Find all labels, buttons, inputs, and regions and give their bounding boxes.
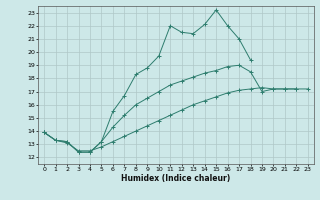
- X-axis label: Humidex (Indice chaleur): Humidex (Indice chaleur): [121, 174, 231, 183]
